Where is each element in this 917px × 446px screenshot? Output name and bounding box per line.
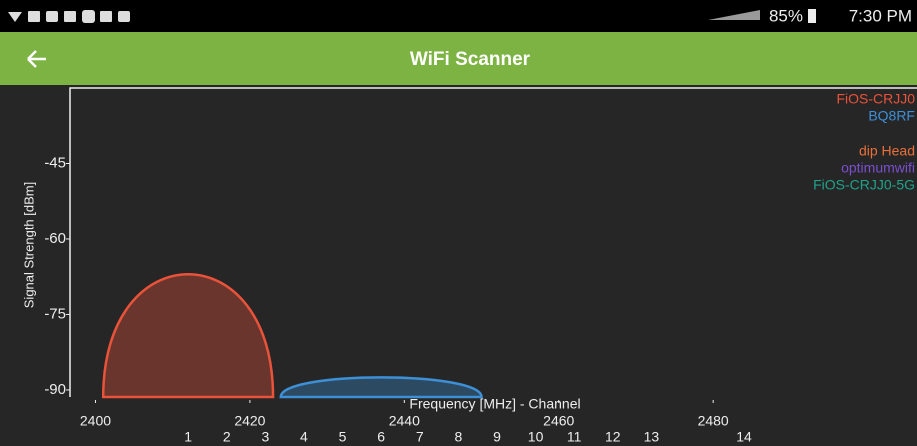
notif-icon: [46, 11, 58, 22]
channel-label: 12: [605, 429, 621, 445]
x-tick-label: 2400: [80, 413, 111, 429]
channel-label: 2: [223, 429, 231, 445]
x-tick-label: 2480: [698, 413, 729, 429]
legend-entry: BQ8RF: [868, 108, 915, 124]
y-tick-label: -90: [44, 381, 66, 398]
channel-label: 10: [528, 429, 544, 445]
channel-label: 13: [644, 429, 660, 445]
y-tick-label: -45: [44, 154, 66, 171]
legend-entry: dip Head: [859, 143, 915, 159]
x-tick-label: 2420: [234, 413, 265, 429]
notif-icon: [28, 11, 40, 22]
notif-icon: [118, 11, 130, 22]
y-axis-title: Signal Strength [dBm]: [21, 182, 36, 308]
channel-label: 9: [493, 429, 501, 445]
channel-label: 6: [377, 429, 385, 445]
notif-icon: [100, 11, 112, 22]
legend-entry: FiOS-CRJJ0-5G: [813, 177, 915, 193]
channel-label: 7: [416, 429, 424, 445]
channel-label: 14: [736, 429, 752, 445]
channel-label: 4: [300, 429, 308, 445]
legend-entry: FiOS-CRJJ0: [836, 91, 915, 107]
channel-label: 3: [261, 429, 269, 445]
screen: 85% 7:30 PM WiFi Scanner Frequency [MHz]…: [0, 0, 917, 446]
legend-entry: optimumwifi: [841, 160, 915, 176]
x-tick-label: 2460: [543, 413, 574, 429]
channel-label: 1: [184, 429, 192, 445]
channel-label: 5: [339, 429, 347, 445]
channel-label: 11: [567, 429, 582, 445]
y-tick-label: -75: [44, 305, 66, 322]
notif-icon: [82, 10, 95, 23]
app-title: WiFi Scanner: [410, 49, 531, 70]
page: 85% 7:30 PM WiFi Scanner Frequency [MHz]…: [0, 0, 917, 446]
channel-label: 8: [454, 429, 462, 445]
x-tick-label: 2440: [389, 413, 420, 429]
y-tick-label: -60: [44, 230, 66, 247]
battery-icon: [808, 9, 816, 23]
notif-icon: [64, 11, 76, 22]
time: 7:30 PM: [849, 6, 912, 25]
battery-text: 85%: [769, 6, 803, 25]
